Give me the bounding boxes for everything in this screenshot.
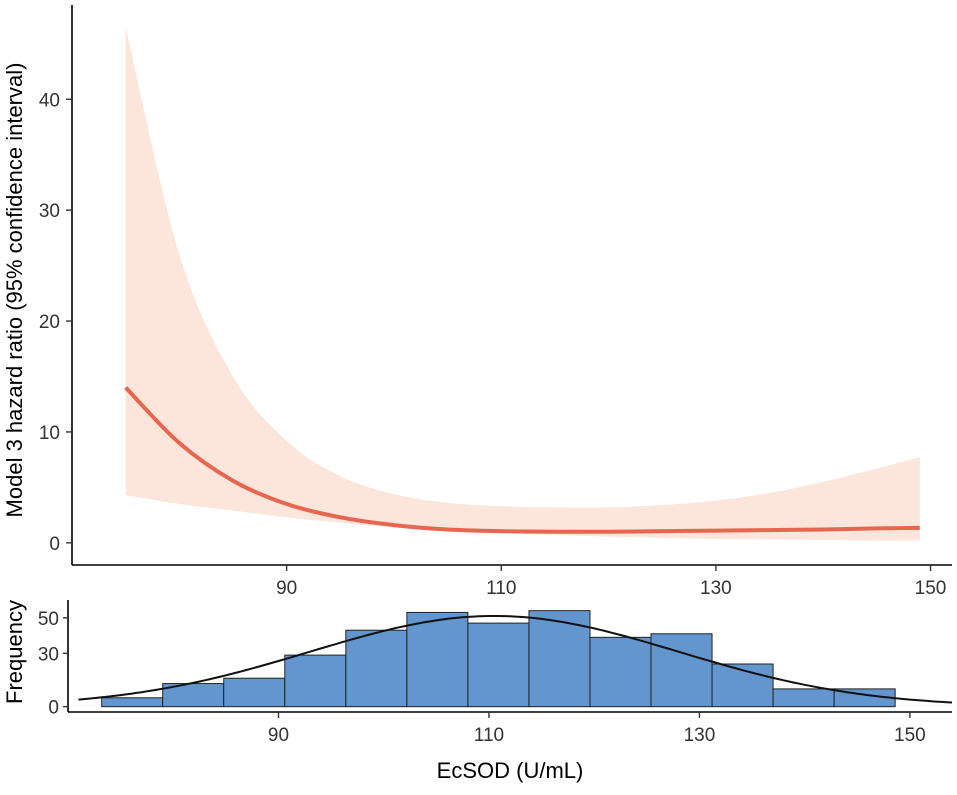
bottom-y-ticks: 0 30 50 — [38, 609, 68, 719]
histogram-bar — [101, 697, 164, 708]
histogram-bar — [589, 636, 652, 708]
hazard-ratio-panel: 0 10 20 30 40 90 110 130 150 Model 3 hazard rat… — [2, 5, 952, 599]
bottom-x-axis-title: EcSOD (U/mL) — [437, 758, 584, 783]
histogram-bar — [345, 629, 408, 708]
histogram-bar — [528, 610, 591, 708]
histogram-panel: 0 30 50 90 110 130 150 Frequency EcSOD (U/mL) — [2, 600, 953, 783]
bottom-x-tick-label: 90 — [268, 725, 289, 746]
histogram-bar — [772, 688, 835, 708]
top-y-tick-label: 30 — [39, 201, 60, 222]
histogram-bar — [406, 611, 469, 708]
top-y-ticks: 0 10 20 30 40 — [39, 90, 72, 555]
top-y-tick-label: 40 — [39, 90, 60, 111]
top-y-axis-title: Model 3 hazard ratio (95% confidence int… — [2, 63, 27, 518]
bottom-y-axis-title: Frequency — [2, 600, 27, 704]
histogram-bars — [101, 610, 896, 708]
bottom-y-tick-label: 50 — [38, 609, 59, 630]
bottom-x-tick-label: 150 — [894, 725, 926, 746]
top-x-tick-label: 110 — [486, 578, 516, 599]
confidence-interval-band — [125, 27, 920, 541]
top-x-tick-label: 150 — [915, 578, 947, 599]
histogram-bar — [650, 633, 713, 708]
bottom-y-tick-label: 0 — [48, 698, 59, 719]
top-y-tick-label: 20 — [39, 312, 60, 333]
hazard-ratio-line — [124, 386, 920, 534]
normal-density-curve — [78, 615, 953, 704]
histogram-bar — [467, 622, 530, 708]
top-x-ticks: 90 110 130 150 — [276, 565, 946, 599]
bottom-x-tick-label: 110 — [474, 725, 504, 746]
bottom-x-tick-label: 130 — [684, 725, 716, 746]
top-y-tick-label: 10 — [39, 423, 60, 444]
bottom-x-ticks: 90 110 130 150 — [268, 712, 926, 746]
histogram-bar — [284, 654, 347, 708]
histogram-bar — [223, 677, 286, 708]
top-x-tick-label: 90 — [276, 578, 297, 599]
top-y-tick-label: 0 — [49, 534, 60, 555]
bottom-y-tick-label: 30 — [38, 644, 59, 665]
top-x-tick-label: 130 — [700, 578, 732, 599]
